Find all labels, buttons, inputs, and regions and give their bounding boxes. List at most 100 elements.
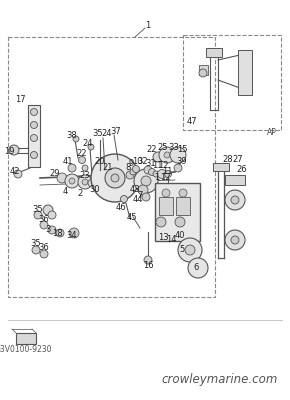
Bar <box>206 48 222 57</box>
Circle shape <box>178 238 202 262</box>
Bar <box>176 197 190 215</box>
Circle shape <box>57 173 67 183</box>
Text: 2: 2 <box>77 188 83 198</box>
Text: 18: 18 <box>52 228 62 238</box>
Text: 25: 25 <box>158 144 168 152</box>
Text: 19: 19 <box>4 146 14 156</box>
Circle shape <box>225 190 245 210</box>
Text: 27: 27 <box>233 156 243 164</box>
Text: 21: 21 <box>103 162 113 172</box>
Circle shape <box>65 174 79 188</box>
Text: crowleymarine.com: crowleymarine.com <box>162 374 278 386</box>
Text: 11: 11 <box>152 162 162 170</box>
Bar <box>238 50 252 95</box>
Circle shape <box>148 168 155 176</box>
Circle shape <box>153 171 159 177</box>
Text: 29: 29 <box>50 170 60 178</box>
Circle shape <box>174 164 182 172</box>
Circle shape <box>79 156 86 164</box>
Bar <box>225 175 245 185</box>
Text: 43: 43 <box>130 186 140 194</box>
Bar <box>28 105 40 167</box>
Text: 5: 5 <box>180 246 185 254</box>
Text: 20: 20 <box>95 158 105 166</box>
Text: 33: 33 <box>168 144 180 152</box>
Text: 22: 22 <box>147 146 157 154</box>
Bar <box>213 163 229 171</box>
Text: 24: 24 <box>102 128 112 138</box>
Text: 40: 40 <box>175 230 185 240</box>
Text: 44: 44 <box>133 196 143 204</box>
Text: 30: 30 <box>90 186 100 194</box>
Circle shape <box>175 217 185 227</box>
Circle shape <box>30 134 37 142</box>
Circle shape <box>56 229 64 237</box>
Circle shape <box>88 144 94 150</box>
Circle shape <box>40 250 48 258</box>
Circle shape <box>162 189 170 197</box>
Circle shape <box>225 230 245 250</box>
Circle shape <box>156 217 166 227</box>
Text: 12: 12 <box>158 160 168 170</box>
Circle shape <box>69 178 75 184</box>
Circle shape <box>105 168 125 188</box>
Bar <box>159 197 173 215</box>
Circle shape <box>231 236 239 244</box>
Bar <box>199 65 208 75</box>
Circle shape <box>30 108 37 116</box>
Circle shape <box>138 185 148 195</box>
Text: 4: 4 <box>62 188 68 196</box>
Circle shape <box>73 136 79 142</box>
Circle shape <box>48 226 56 234</box>
Text: 26: 26 <box>237 166 247 174</box>
Text: 63V0100-9230: 63V0100-9230 <box>0 346 52 354</box>
Text: 24: 24 <box>83 138 93 148</box>
Circle shape <box>121 196 128 202</box>
Text: 36: 36 <box>39 216 49 224</box>
Circle shape <box>32 246 40 254</box>
Circle shape <box>130 169 136 175</box>
Text: 1: 1 <box>145 20 151 30</box>
Circle shape <box>88 179 96 187</box>
Text: 12: 12 <box>160 174 170 182</box>
Bar <box>183 35 281 130</box>
Bar <box>155 183 200 241</box>
Circle shape <box>43 205 53 215</box>
Circle shape <box>144 166 152 174</box>
Text: 13: 13 <box>158 232 168 242</box>
Circle shape <box>30 122 37 128</box>
Text: 38: 38 <box>67 130 77 140</box>
Bar <box>8 37 215 297</box>
Circle shape <box>142 193 150 201</box>
Text: 10: 10 <box>132 158 142 166</box>
Circle shape <box>164 170 171 178</box>
Circle shape <box>111 174 119 182</box>
Text: 11: 11 <box>162 166 172 176</box>
Circle shape <box>34 211 42 219</box>
Circle shape <box>157 170 166 178</box>
Circle shape <box>231 196 239 204</box>
Text: 7: 7 <box>137 190 143 200</box>
Text: 35: 35 <box>31 240 41 248</box>
Circle shape <box>82 179 88 185</box>
Text: 46: 46 <box>116 204 126 212</box>
Circle shape <box>164 152 170 158</box>
Circle shape <box>126 171 134 179</box>
Circle shape <box>40 221 48 229</box>
Circle shape <box>9 145 19 155</box>
Circle shape <box>30 152 37 158</box>
Circle shape <box>133 166 139 172</box>
Circle shape <box>78 175 92 189</box>
Text: 17: 17 <box>15 96 25 104</box>
Circle shape <box>179 189 187 197</box>
Circle shape <box>170 147 186 163</box>
Text: 41: 41 <box>63 158 73 166</box>
Text: 28: 28 <box>223 156 233 164</box>
Circle shape <box>144 256 152 264</box>
Circle shape <box>134 169 158 193</box>
Text: 37: 37 <box>110 126 122 136</box>
Text: 6: 6 <box>193 264 199 272</box>
Circle shape <box>153 152 163 162</box>
Text: 22: 22 <box>77 148 87 158</box>
Text: 39: 39 <box>177 158 187 166</box>
